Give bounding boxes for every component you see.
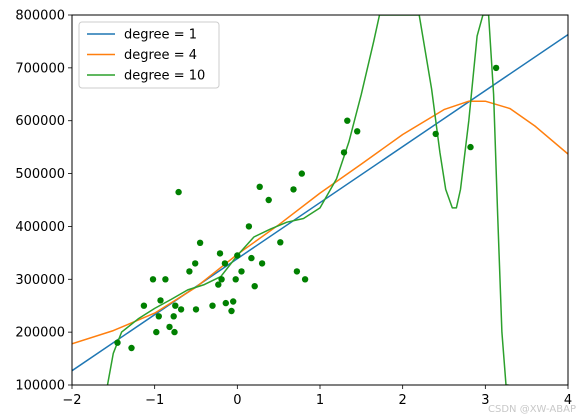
data-point xyxy=(172,302,179,309)
data-point xyxy=(232,276,239,283)
data-point xyxy=(492,64,500,72)
data-point xyxy=(230,298,237,305)
y-tick-label: 600000 xyxy=(15,114,65,129)
x-tick-label: 0 xyxy=(233,393,241,408)
data-point xyxy=(128,344,135,352)
y-tick-label: 300000 xyxy=(15,273,65,288)
data-point xyxy=(162,276,169,283)
data-point xyxy=(166,323,173,331)
y-tick-label: 700000 xyxy=(15,61,65,76)
data-point xyxy=(155,313,162,320)
x-tick-label: 1 xyxy=(316,393,324,408)
series-line-2 xyxy=(72,100,568,345)
data-point xyxy=(218,276,225,283)
data-point xyxy=(177,306,185,313)
data-point xyxy=(192,260,199,267)
legend-label-3: degree = 10 xyxy=(124,69,205,84)
x-tick-label: −1 xyxy=(145,393,164,408)
data-point xyxy=(293,268,301,275)
data-point xyxy=(251,283,258,290)
data-point xyxy=(245,223,253,230)
data-point xyxy=(171,328,178,336)
data-point xyxy=(248,254,255,262)
points-layer xyxy=(114,64,500,352)
data-point xyxy=(186,268,193,275)
data-point xyxy=(153,328,160,336)
data-point xyxy=(354,128,361,135)
data-point xyxy=(265,196,272,204)
legend-label-2: degree = 4 xyxy=(124,48,197,63)
data-point xyxy=(221,260,229,267)
x-tick-label: 4 xyxy=(564,393,572,408)
data-point xyxy=(277,239,284,246)
y-tick-label: 400000 xyxy=(15,220,65,235)
y-tick-label: 100000 xyxy=(15,379,65,394)
legend-box xyxy=(78,21,220,89)
data-point xyxy=(175,188,182,196)
series-line-1 xyxy=(72,33,568,372)
data-point xyxy=(290,186,297,193)
x-tick-label: 3 xyxy=(481,393,489,408)
y-tick-label: 200000 xyxy=(15,326,65,341)
y-tick-label: 500000 xyxy=(15,167,65,182)
data-point xyxy=(192,306,200,313)
data-point xyxy=(114,339,121,346)
data-point xyxy=(149,276,157,283)
data-point xyxy=(140,302,148,309)
data-point xyxy=(228,307,235,315)
data-point xyxy=(196,239,204,246)
data-point xyxy=(238,268,245,275)
y-tick-label: 800000 xyxy=(15,9,65,24)
series-line-3 xyxy=(106,15,509,385)
data-point xyxy=(340,149,348,156)
data-point xyxy=(215,281,222,288)
data-point xyxy=(256,183,263,190)
data-point xyxy=(467,143,474,151)
data-point xyxy=(234,252,241,259)
data-point xyxy=(209,302,216,309)
watermark: CSDN @XW-ABAP xyxy=(488,404,576,415)
data-point xyxy=(216,250,224,257)
x-tick-label: −2 xyxy=(62,393,81,408)
data-point xyxy=(258,260,266,267)
data-point xyxy=(301,276,309,283)
data-point xyxy=(344,117,351,124)
data-point xyxy=(222,299,229,307)
x-tick-label: 2 xyxy=(399,393,407,408)
series-layer xyxy=(72,15,568,385)
legend-label-1: degree = 1 xyxy=(124,28,197,43)
axes-layer: −2 −1 0 1 2 3 4 100000 200000 300000 400000 500000 6… xyxy=(15,9,572,409)
data-point xyxy=(432,130,439,138)
legend: degree = 1 degree = 4 degree = 10 xyxy=(78,21,220,89)
data-point xyxy=(157,297,164,304)
data-point xyxy=(170,313,177,320)
data-point xyxy=(298,170,305,177)
